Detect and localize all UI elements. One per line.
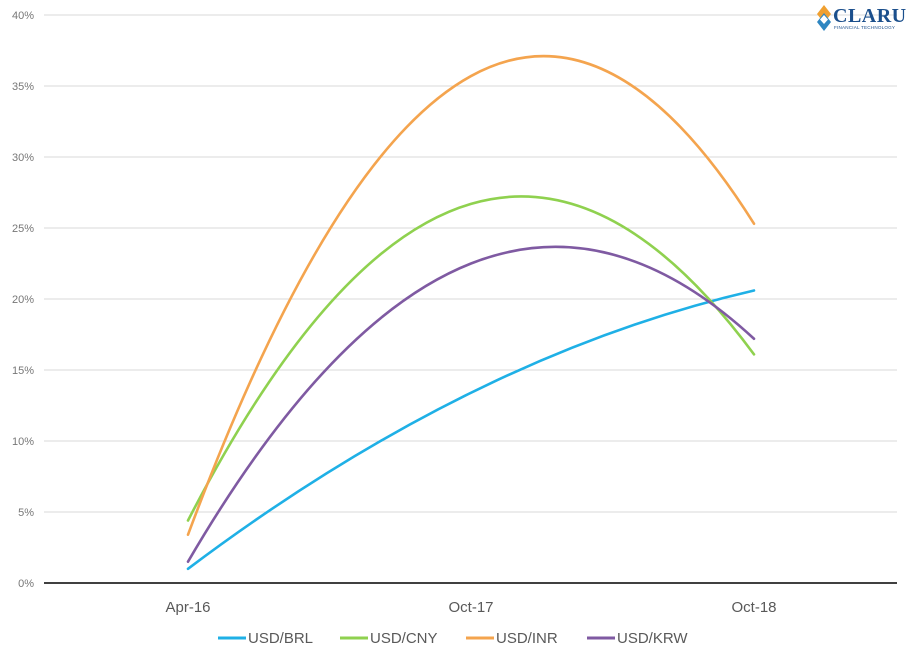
series-line-usd-brl (186, 289, 756, 571)
y-tick-label: 15% (12, 365, 34, 377)
legend: USD/BRL USD/CNY USD/INR USD/KRW (218, 630, 688, 647)
legend-label: USD/CNY (370, 630, 438, 647)
y-tick-label: 0% (18, 578, 34, 590)
x-tick-label: Oct-17 (448, 599, 493, 616)
logo-subtitle: FINANCIAL TECHNOLOGY (834, 25, 895, 30)
y-tick-label: 40% (12, 10, 34, 22)
y-tick-label: 35% (12, 81, 34, 93)
series-line-usd-inr (186, 54, 756, 537)
gridlines (44, 14, 897, 513)
legend-label: USD/INR (496, 630, 558, 647)
logo-word: CLARUS (833, 5, 906, 27)
y-tick-label: 10% (12, 436, 34, 448)
x-tick-label: Oct-18 (731, 599, 776, 616)
clarus-logo: CLARUS FINANCIAL TECHNOLOGY (817, 5, 906, 31)
y-tick-label: 5% (18, 507, 34, 519)
y-axis-ticks: 0% 5% 10% 15% 20% 25% 30% 35% 40% (12, 10, 34, 590)
series-line-usd-cny (186, 195, 756, 522)
legend-label: USD/BRL (248, 630, 313, 647)
legend-label: USD/KRW (617, 630, 688, 647)
logo-diamond-icon (817, 5, 831, 31)
y-tick-label: 25% (12, 223, 34, 235)
y-tick-label: 20% (12, 294, 34, 306)
y-tick-label: 30% (12, 152, 34, 164)
x-tick-label: Apr-16 (165, 599, 210, 616)
series-line-usd-krw (186, 245, 756, 563)
series-lines (186, 54, 756, 571)
x-axis-ticks: Apr-16 Oct-17 Oct-18 (165, 599, 776, 616)
